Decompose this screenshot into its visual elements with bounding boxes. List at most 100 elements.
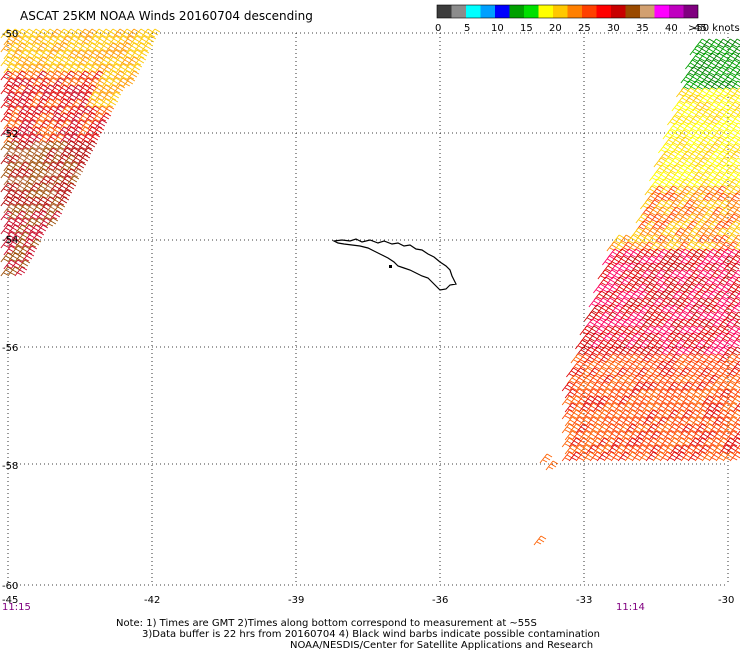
wind-barb bbox=[101, 91, 115, 102]
wind-barb bbox=[585, 360, 598, 371]
wind-barb bbox=[589, 437, 603, 448]
wind-barb bbox=[561, 395, 575, 406]
wind-barb bbox=[666, 451, 680, 462]
wind-barb bbox=[687, 346, 701, 357]
wind-barb bbox=[677, 178, 691, 189]
wind-barb bbox=[706, 367, 719, 378]
wind-barb bbox=[676, 241, 690, 252]
wind-barb bbox=[593, 290, 607, 301]
wind-barb bbox=[641, 430, 655, 441]
wind-barb bbox=[56, 140, 70, 151]
wind-barb bbox=[35, 28, 49, 39]
wind-barb bbox=[568, 437, 582, 448]
wind-barb bbox=[669, 416, 683, 427]
wind-barb bbox=[678, 101, 692, 112]
wind-barb bbox=[14, 252, 28, 263]
wind-barb bbox=[31, 203, 45, 214]
wind-barb bbox=[585, 402, 599, 413]
wind-barb bbox=[31, 91, 45, 102]
wind-barb bbox=[680, 451, 694, 462]
wind-barb bbox=[688, 157, 702, 168]
wind-barb bbox=[696, 276, 709, 287]
wind-barb bbox=[63, 126, 77, 137]
wind-barb bbox=[643, 220, 656, 231]
wind-barb bbox=[702, 269, 716, 280]
wind-barb bbox=[87, 49, 101, 60]
wind-barb bbox=[122, 35, 136, 46]
wind-barb bbox=[654, 164, 667, 175]
wind-barb bbox=[712, 178, 726, 189]
note-line-1: Note: 1) Times are GMT 2)Times along bot… bbox=[116, 618, 537, 629]
wind-barb bbox=[624, 339, 637, 350]
wind-barb bbox=[718, 360, 731, 371]
wind-barb bbox=[42, 154, 56, 165]
wind-barb bbox=[695, 269, 709, 280]
wind-barb bbox=[101, 77, 115, 88]
wind-barb bbox=[712, 290, 726, 301]
wind-barb bbox=[63, 168, 77, 179]
wind-barb bbox=[649, 290, 663, 301]
wind-barb bbox=[675, 206, 689, 217]
wind-barb bbox=[667, 157, 681, 168]
wind-barb bbox=[10, 175, 24, 186]
wind-barb bbox=[598, 311, 611, 322]
wind-barb bbox=[725, 87, 738, 98]
wind-barb bbox=[682, 164, 695, 175]
wind-barb bbox=[592, 430, 606, 441]
wind-barb bbox=[688, 80, 701, 91]
wind-barb bbox=[666, 346, 680, 357]
wind-barb bbox=[619, 311, 632, 322]
wind-barb bbox=[655, 241, 669, 252]
wind-barb bbox=[726, 136, 739, 147]
wind-barb bbox=[627, 360, 640, 371]
wind-barb bbox=[725, 388, 739, 399]
wind-barb bbox=[682, 206, 696, 217]
wind-barb bbox=[38, 77, 52, 88]
wind-barb bbox=[7, 42, 21, 53]
wind-barb bbox=[14, 168, 28, 179]
wind-barb bbox=[712, 136, 725, 147]
wind-barb bbox=[659, 395, 673, 406]
wind-barb bbox=[24, 133, 38, 144]
wind-barb bbox=[705, 171, 718, 182]
wind-barb bbox=[660, 269, 674, 280]
wind-barb bbox=[617, 437, 631, 448]
wind-barb bbox=[643, 332, 656, 343]
wind-barb bbox=[690, 52, 703, 63]
wind-barb bbox=[699, 220, 712, 231]
wind-barb bbox=[52, 133, 66, 144]
wind-barb bbox=[614, 283, 627, 294]
wind-barb bbox=[700, 255, 713, 266]
wind-barb bbox=[700, 143, 713, 154]
wind-barb bbox=[52, 105, 66, 116]
wind-barb bbox=[613, 360, 626, 371]
wind-barb bbox=[677, 136, 690, 147]
wind-barb bbox=[659, 192, 672, 203]
wind-barb bbox=[611, 234, 625, 245]
wind-barb bbox=[642, 325, 656, 336]
wind-barb bbox=[641, 416, 655, 427]
wind-barb bbox=[731, 164, 740, 175]
wind-barb bbox=[686, 143, 699, 154]
wind-barb bbox=[647, 353, 661, 364]
wind-barb bbox=[80, 119, 94, 130]
wind-barb bbox=[713, 66, 727, 77]
wind-barb bbox=[52, 63, 66, 74]
wind-barb bbox=[724, 164, 737, 175]
wind-barb bbox=[610, 437, 624, 448]
wind-barb bbox=[615, 374, 629, 385]
wind-barb bbox=[59, 63, 73, 74]
wind-barb bbox=[49, 154, 63, 165]
scale-label: 25 bbox=[578, 23, 591, 34]
wind-barb bbox=[42, 56, 56, 67]
wind-barb bbox=[14, 238, 28, 249]
wind-barb bbox=[710, 45, 724, 56]
wind-barb bbox=[722, 423, 736, 434]
wind-barb bbox=[623, 262, 637, 273]
wind-barb bbox=[613, 430, 627, 441]
wind-barb bbox=[708, 381, 722, 392]
wind-barb bbox=[601, 332, 614, 343]
wind-barb bbox=[675, 311, 688, 322]
wind-barb bbox=[561, 409, 575, 420]
wind-barb bbox=[694, 423, 708, 434]
